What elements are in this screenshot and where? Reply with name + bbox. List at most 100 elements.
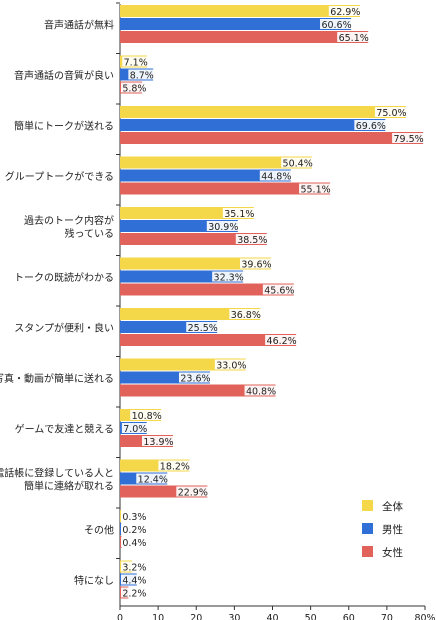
bar-全体: [120, 257, 271, 270]
legend-label: 女性: [382, 546, 403, 559]
category-label: その他: [84, 524, 114, 537]
value-label: 32.3%: [214, 273, 244, 284]
bar-全体: [120, 510, 122, 522]
value-label-bg: [121, 511, 148, 521]
value-label-bg: [244, 385, 278, 396]
value-label-bg: [392, 133, 426, 143]
bar-男性: [120, 169, 291, 182]
value-label-bg: [259, 170, 293, 181]
bar-女性: [120, 384, 276, 397]
bar-女性: [120, 536, 122, 548]
value-label: 45.6%: [264, 286, 294, 297]
value-label: 18.2%: [160, 462, 190, 473]
category-label: 写真・動画が簡単に送れる: [0, 372, 114, 385]
value-label: 4.4%: [122, 576, 146, 587]
value-label-bg: [239, 258, 273, 269]
category-label: 電話帳に登録している人と: [0, 467, 114, 480]
bar-女性: [120, 182, 331, 195]
value-label: 22.9%: [178, 488, 208, 499]
bar-全体: [120, 106, 406, 118]
value-label: 25.5%: [188, 323, 218, 334]
value-label-bg: [299, 183, 333, 194]
value-label-bg: [121, 574, 148, 585]
x-tick-label: 40: [266, 613, 278, 620]
value-label-bg: [178, 372, 212, 383]
x-tick-label: 10: [152, 613, 164, 620]
bar-全体: [120, 308, 261, 320]
value-label-bg: [130, 410, 164, 420]
x-tick-label: 50: [305, 613, 317, 620]
value-label: 60.6%: [321, 20, 351, 31]
value-label: 0.2%: [122, 525, 146, 536]
value-label-bg: [176, 486, 210, 497]
category-label: 残っている: [65, 227, 115, 240]
value-label-bg: [320, 19, 354, 29]
value-label-bg: [262, 284, 296, 295]
x-tick-label: 70: [381, 613, 393, 620]
x-tick-label: 20: [190, 613, 202, 620]
legend-label: 全体: [382, 500, 403, 513]
value-label: 65.1%: [339, 33, 369, 44]
category-label: 過去のトーク内容が: [24, 214, 114, 227]
bar-女性: [120, 334, 297, 346]
x-tick-label: 30: [228, 613, 240, 620]
value-label-bg: [214, 359, 248, 370]
value-label-bg: [186, 322, 220, 332]
bar-男性: [120, 523, 122, 535]
x-tick-label: 0: [117, 613, 123, 620]
value-label-bg: [328, 6, 362, 16]
value-label-bg: [121, 82, 148, 93]
bar-全体: [120, 207, 254, 219]
value-label-bg: [229, 309, 263, 319]
value-label-bg: [222, 208, 256, 218]
value-label: 0.3%: [122, 512, 146, 523]
value-label: 7.0%: [123, 424, 147, 435]
value-label: 44.8%: [261, 172, 291, 183]
legend-label: 男性: [382, 523, 403, 536]
legend-swatch-女性: [362, 546, 373, 557]
legend-swatch-男性: [362, 523, 373, 534]
x-tick-label: 60: [343, 613, 355, 620]
value-label: 7.1%: [124, 58, 148, 69]
value-label-bg: [212, 271, 246, 282]
value-label: 69.6%: [356, 121, 386, 132]
bar-女性: [120, 233, 267, 245]
value-label: 35.1%: [224, 209, 254, 220]
value-label: 39.6%: [241, 260, 271, 271]
value-label: 23.6%: [180, 374, 210, 385]
bar-女性: [120, 31, 369, 43]
value-label-bg: [206, 221, 240, 231]
bar-男性: [120, 18, 352, 30]
value-label: 3.2%: [122, 563, 146, 574]
value-label: 75.0%: [376, 108, 406, 119]
value-label: 2.2%: [122, 589, 146, 600]
bar-男性: [120, 119, 386, 131]
value-label: 33.0%: [216, 361, 246, 372]
bar-女性: [120, 283, 294, 296]
value-label-bg: [136, 473, 170, 484]
value-label-bg: [235, 234, 269, 244]
value-label-bg: [354, 120, 388, 130]
value-label-bg: [337, 32, 371, 42]
value-label: 50.4%: [283, 159, 313, 170]
value-label: 0.4%: [122, 538, 146, 549]
category-label: トークの既読がわかる: [14, 271, 114, 284]
value-label-bg: [121, 587, 148, 598]
legend-swatch-全体: [362, 500, 373, 511]
category-label: 特になし: [74, 575, 114, 587]
value-label: 55.1%: [300, 185, 330, 196]
value-label: 10.8%: [132, 411, 162, 422]
category-label: 音声通話が無料: [44, 19, 114, 32]
category-label: スタンプが便利・良い: [14, 322, 114, 335]
value-label-bg: [121, 537, 148, 547]
value-label: 8.7%: [130, 71, 154, 82]
value-label: 62.9%: [330, 7, 360, 18]
value-label-bg: [141, 436, 175, 446]
value-label-bg: [374, 107, 408, 117]
category-label: グループトークができる: [5, 170, 114, 183]
value-label: 30.9%: [208, 222, 238, 233]
value-label: 12.4%: [138, 475, 168, 486]
value-labels: 62.9% 60.6% 65.1% 7.1% 8.7% 5.8% 75.0% 69.6% 79.…: [121, 6, 426, 600]
